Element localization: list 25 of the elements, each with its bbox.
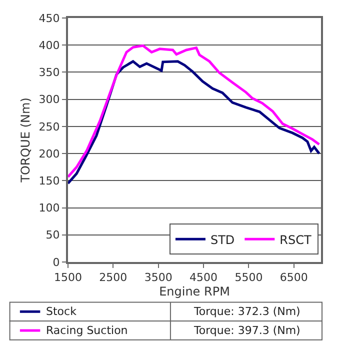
y-tick-label: 350 [38,66,60,80]
y-tick-label: 450 [38,12,60,25]
x-axis-title: Engine RPM [159,284,230,299]
y-tick-label: 250 [38,120,60,134]
legend-label: STD [210,232,235,247]
text: Racing Suction [46,324,128,337]
y-tick-label: 300 [38,93,60,106]
y-axis-title: TORQUE (Nm) [18,98,33,184]
x-tick-label: 2500 [99,271,128,284]
y-tick-label: 200 [38,147,60,160]
legend-label: RSCT [280,232,312,247]
text: Stock [46,305,78,318]
text: Torque: 397.3 (Nm) [193,324,300,337]
y-tick-label: 150 [38,174,60,188]
x-tick-label: 1500 [54,271,82,284]
y-tick-label: 100 [38,202,60,215]
y-tick-label: 50 [46,228,60,242]
x-tick-label: 6500 [280,271,308,284]
x-tick-label: 3500 [144,271,172,284]
line-series [68,44,320,178]
y-tick-label: 0 [52,256,60,269]
y-tick-label: 400 [38,38,60,52]
text: Torque: 372.3 (Nm) [193,305,300,318]
x-tick-label: 5500 [234,271,263,284]
x-tick-label: 4500 [190,271,218,284]
